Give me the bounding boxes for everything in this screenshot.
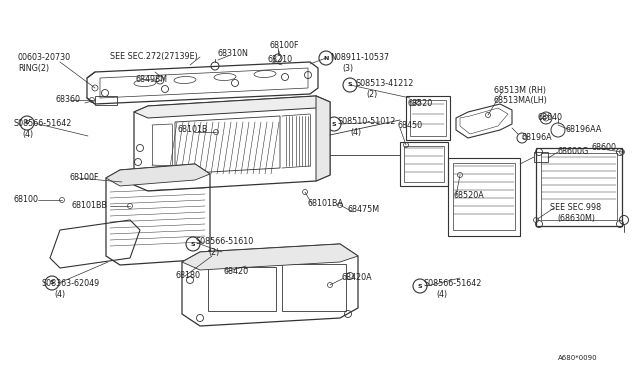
Text: (3): (3) xyxy=(342,64,353,73)
Text: SEE SEC.998: SEE SEC.998 xyxy=(550,202,601,212)
Text: 68420: 68420 xyxy=(224,267,249,276)
Text: 68420A: 68420A xyxy=(342,273,372,282)
Text: 68520: 68520 xyxy=(408,99,433,109)
Text: S: S xyxy=(50,280,54,285)
Text: 68310N: 68310N xyxy=(218,49,249,58)
Bar xyxy=(406,96,450,140)
Text: S08513-41212: S08513-41212 xyxy=(356,78,414,87)
Text: S08566-51642: S08566-51642 xyxy=(14,119,72,128)
Text: SEE SEC.272(27139E): SEE SEC.272(27139E) xyxy=(110,52,198,61)
Text: S08363-62049: S08363-62049 xyxy=(42,279,100,289)
Text: S08510-51012: S08510-51012 xyxy=(338,118,396,126)
Text: 68450: 68450 xyxy=(398,122,423,131)
Text: (2): (2) xyxy=(366,90,377,99)
Text: S: S xyxy=(25,121,29,125)
Text: 68100F: 68100F xyxy=(270,42,300,51)
Text: RING(2): RING(2) xyxy=(18,64,49,73)
Text: 68101BA: 68101BA xyxy=(307,199,343,208)
Text: A680*0090: A680*0090 xyxy=(558,355,598,361)
Text: 68600G: 68600G xyxy=(557,148,588,157)
Text: (68630M): (68630M) xyxy=(557,214,595,222)
Text: 68101B: 68101B xyxy=(178,125,209,135)
Bar xyxy=(410,100,446,136)
Bar xyxy=(95,96,117,105)
Text: 68475M: 68475M xyxy=(348,205,380,215)
Text: S: S xyxy=(418,283,422,289)
Text: 68640: 68640 xyxy=(537,113,562,122)
Bar xyxy=(534,152,548,162)
Text: 68101BB: 68101BB xyxy=(72,202,108,211)
Polygon shape xyxy=(134,96,330,118)
Text: S08566-51642: S08566-51642 xyxy=(424,279,483,288)
Bar xyxy=(400,142,448,186)
Text: 68600: 68600 xyxy=(592,144,617,153)
Text: 68360: 68360 xyxy=(55,96,80,105)
Bar xyxy=(208,267,276,311)
Text: 68196A: 68196A xyxy=(521,134,552,142)
Text: S: S xyxy=(191,241,195,247)
Text: 68513M (RH): 68513M (RH) xyxy=(494,86,546,94)
Text: S08566-51610: S08566-51610 xyxy=(196,237,254,246)
Text: 68520A: 68520A xyxy=(454,192,484,201)
Text: 68210: 68210 xyxy=(267,55,292,64)
Polygon shape xyxy=(182,244,358,270)
Text: (4): (4) xyxy=(350,128,361,138)
Bar xyxy=(448,158,520,236)
Text: (2): (2) xyxy=(208,247,220,257)
Text: (4): (4) xyxy=(22,129,33,138)
Text: 68196AA: 68196AA xyxy=(565,125,602,135)
Text: 00603-20730: 00603-20730 xyxy=(18,54,71,62)
Text: 68180: 68180 xyxy=(176,272,201,280)
Text: S: S xyxy=(348,83,352,87)
Text: N: N xyxy=(323,55,329,61)
Bar xyxy=(404,146,444,182)
Bar xyxy=(453,163,515,230)
Text: 68100: 68100 xyxy=(14,196,39,205)
Polygon shape xyxy=(316,96,330,181)
Bar xyxy=(282,264,346,311)
Text: 68498M: 68498M xyxy=(136,76,168,84)
Text: 68513MA(LH): 68513MA(LH) xyxy=(494,96,548,105)
Text: S: S xyxy=(332,122,336,126)
Polygon shape xyxy=(106,164,210,186)
Text: (4): (4) xyxy=(54,291,65,299)
Text: 68100F: 68100F xyxy=(70,173,99,183)
Bar xyxy=(541,153,617,220)
Text: (4): (4) xyxy=(436,289,447,298)
Text: N08911-10537: N08911-10537 xyxy=(330,52,389,61)
Bar xyxy=(536,148,622,226)
